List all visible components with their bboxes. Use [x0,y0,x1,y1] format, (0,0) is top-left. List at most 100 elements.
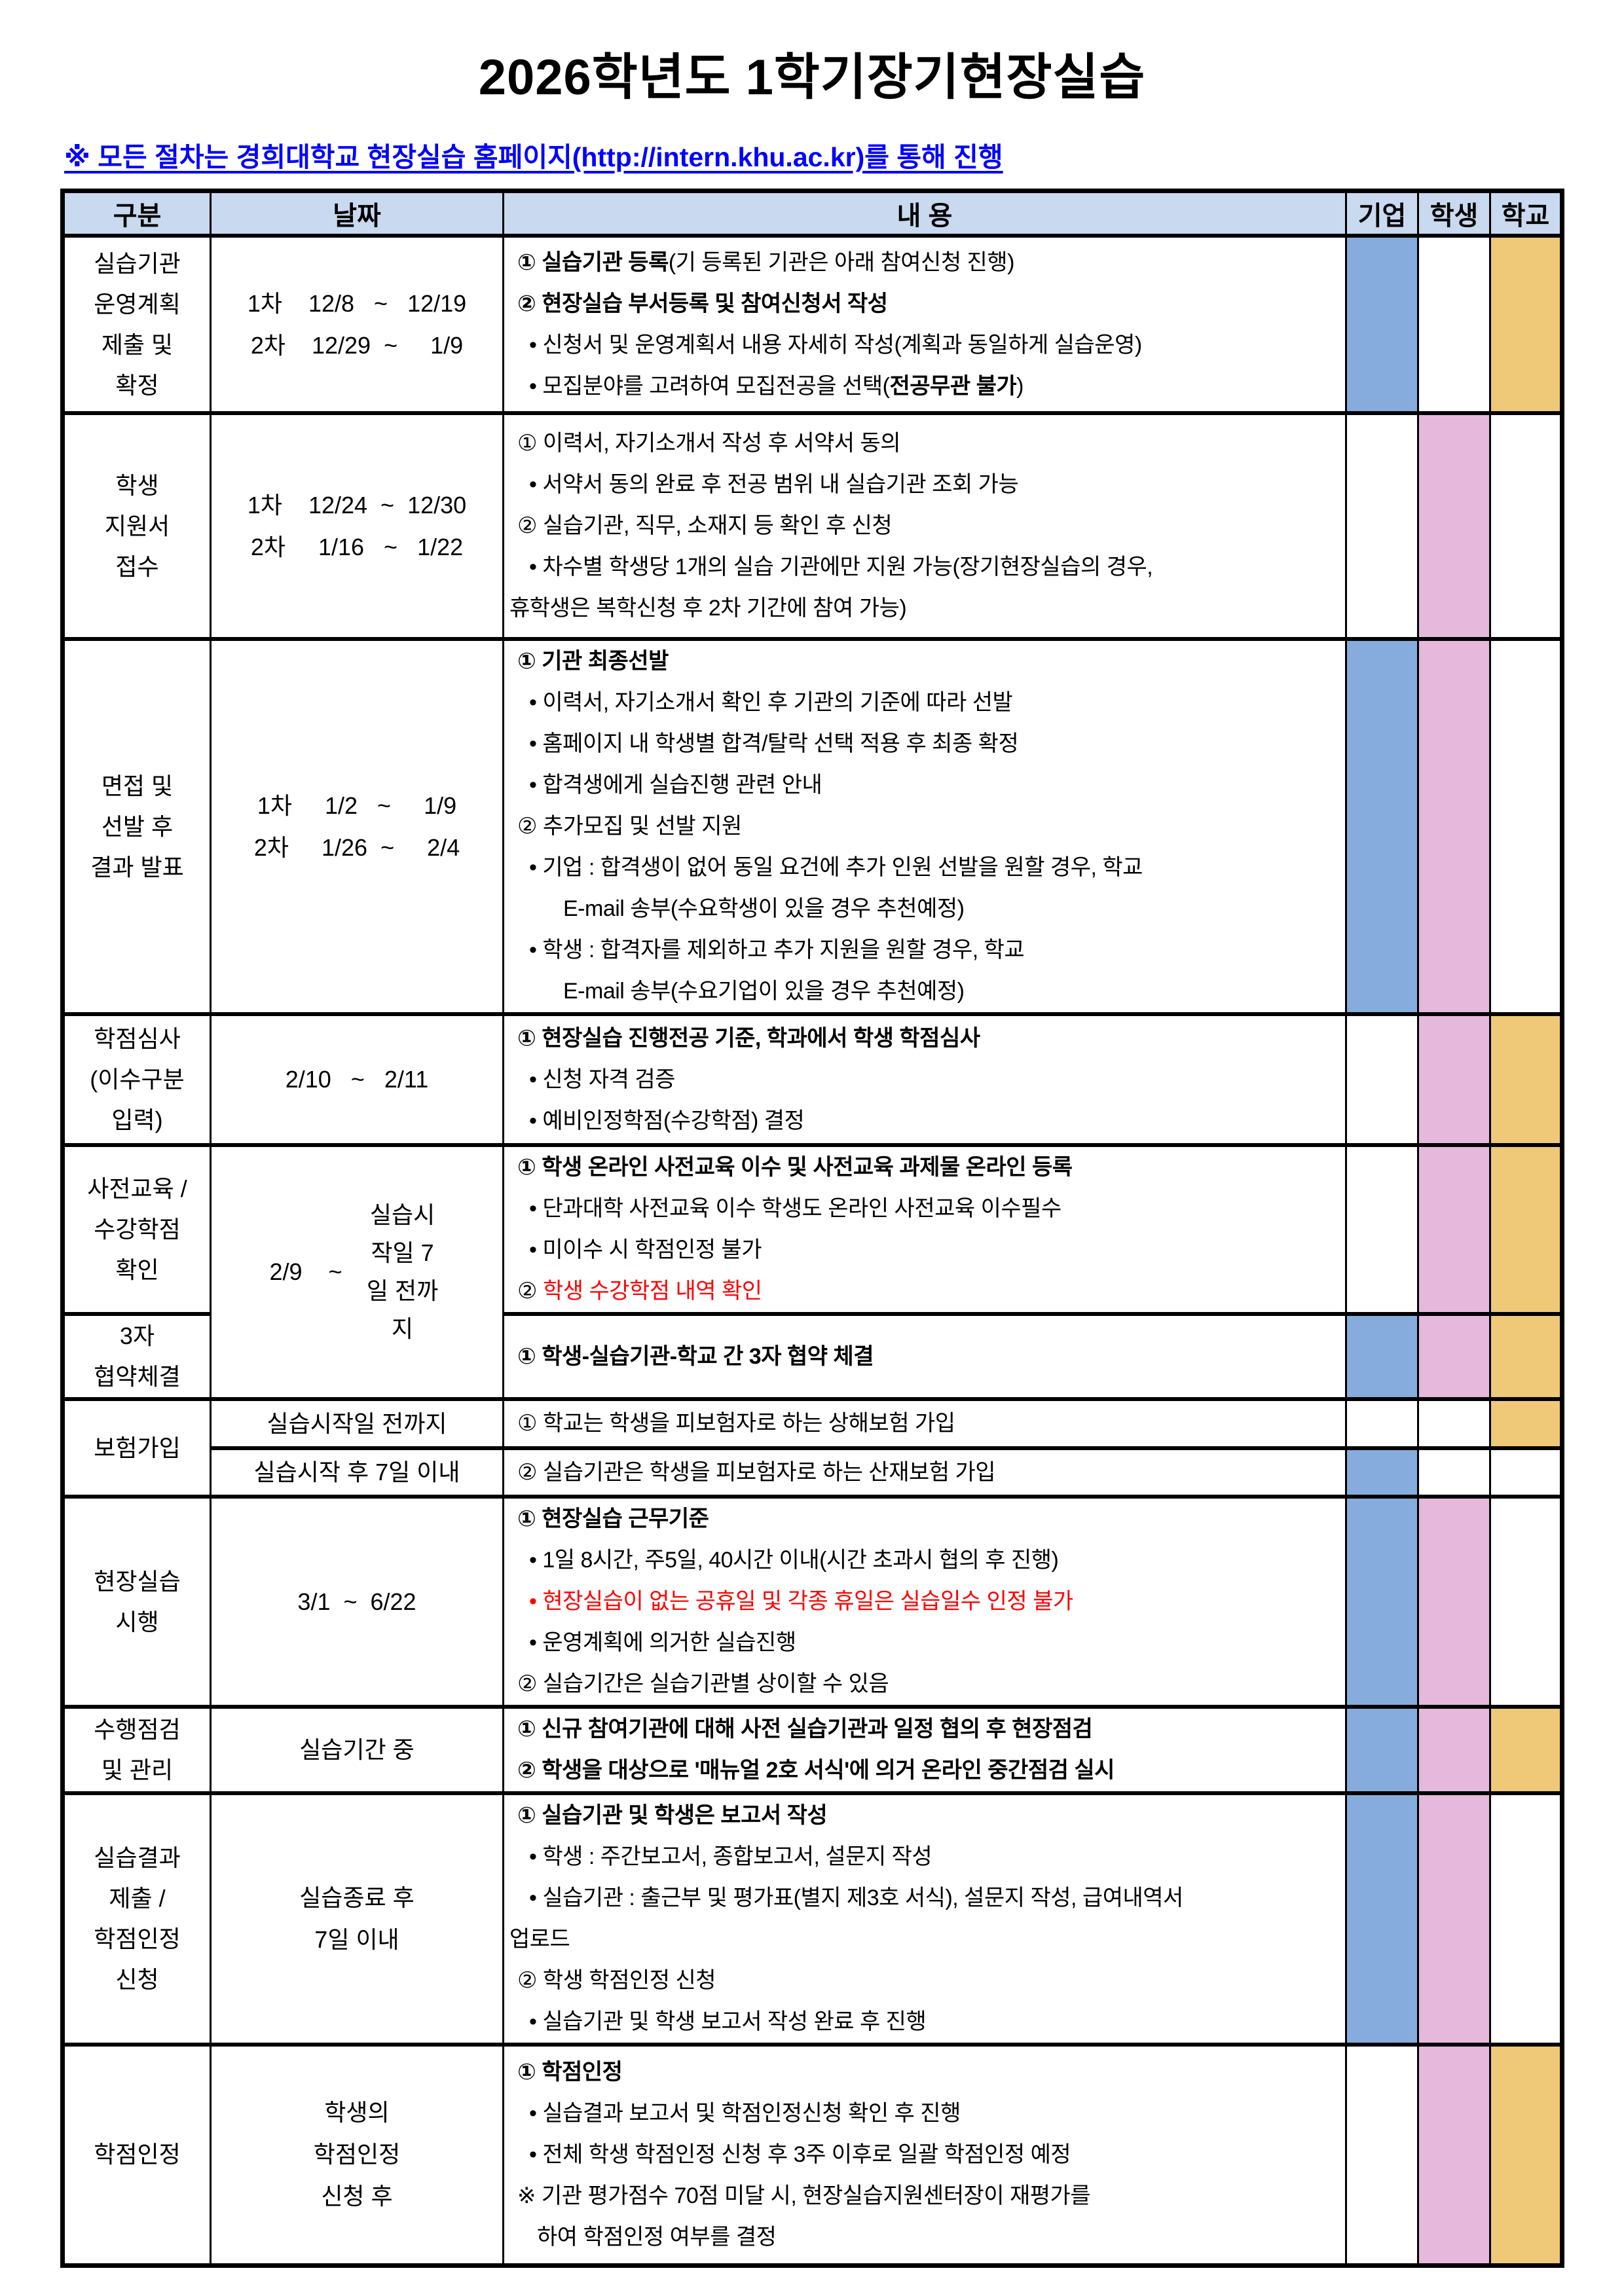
date-start: 2/9 ~ [269,1258,342,1285]
content-cell: ① 실습기관 등록(기 등록된 기관은 아래 참여신청 진행) ② 현장실습 부서… [502,234,1347,415]
content-cell: ② 실습기관은 학생을 피보험자로 하는 산재보험 가입 [502,1446,1347,1499]
content-line: E-mail 송부(수요기업이 있을 경우 추천예정) [563,979,965,1004]
category-cell: 수행점검 및 관리 [62,1705,212,1795]
mark-student-empty [1417,234,1491,415]
content-line: • 현장실습이 없는 공휴일 및 각종 휴일은 실습일수 인정 불가 [529,1589,1073,1614]
content-line: ① 현장실습 근무기준 [517,1506,709,1531]
content-line: • 실습기관 : 출근부 및 평가표(별지 제3호 서식), 설문지 작성, 급… [529,1886,1183,1910]
schedule-table: 구분 날짜 내 용 기업 학생 학교 실습기관 운영계획 제출 및 확정 1차 1… [60,189,1564,2268]
mark-company-empty [1345,411,1419,641]
content-line: • 예비인정학점(수강학점) 결정 [529,1108,805,1133]
mark-school-empty [1489,1446,1563,1499]
content-cell: ① 학생-실습기관-학교 간 3자 협약 체결 [502,1312,1347,1401]
table-row: 면접 및 선발 후 결과 발표 1차 1/2 ~ 1/9 2차 1/26 ~ 2/… [62,637,1563,1016]
mark-company-filled [1345,1495,1419,1709]
mark-school-empty [1489,1791,1563,2047]
mark-company-filled [1345,234,1419,415]
content-line: ② 학생 수강학점 내역 확인 [517,1279,762,1303]
content-cell: ① 현장실습 진행전공 기준, 학과에서 학생 학점심사 • 신청 자격 검증 • … [502,1012,1347,1147]
mark-student-filled [1417,411,1491,641]
content-line: 휴학생은 복학신청 후 2차 기간에 참여 가능) [509,596,907,621]
content-cell: ① 이력서, 자기소개서 작성 후 서약서 동의 • 서약서 동의 완료 후 전공… [502,411,1347,641]
content-line: E-mail 송부(수요학생이 있을 경우 추천예정) [563,896,965,921]
mark-student-empty [1417,1446,1491,1499]
content-line: ① 신규 참여기관에 대해 사전 실습기관과 일정 협의 후 현장점검 [517,1717,1093,1741]
mark-student-filled [1417,1012,1491,1147]
content-line: ② 추가모집 및 선발 지원 [517,814,742,839]
mark-student-filled [1417,1312,1491,1401]
content-line: ① 현장실습 진행전공 기준, 학과에서 학생 학점심사 [517,1025,980,1051]
content-line: ② 학생을 대상으로 '매뉴얼 2호 서식'에 의거 온라인 중간점검 실시 [517,1758,1115,1783]
date-cell: 학생의 학점인정 신청 후 [210,2043,504,2267]
content-cell: ① 실습기관 및 학생은 보고서 작성 • 학생 : 주간보고서, 종합보고서, … [502,1791,1347,2047]
content-line: ① 학교는 학생을 피보험자로 하는 상해보험 가입 [517,1411,955,1436]
mark-student-filled [1417,1143,1491,1316]
mark-school-filled [1489,234,1563,415]
content-cell: ① 기관 최종선발 • 이력서, 자기소개서 확인 후 기관의 기준에 따라 선발… [502,637,1347,1016]
mark-school-empty [1489,1495,1563,1709]
header-cell-content: 내 용 [502,189,1347,238]
date-cell: 2/10 ~ 2/11 [210,1012,504,1147]
content-line: • 기업 : 합격생이 없어 동일 요건에 추가 인원 선발을 원할 경우, 학… [529,855,1143,880]
mark-school-empty [1489,411,1563,641]
mark-student-filled [1417,1495,1491,1709]
content-line: • 홈페이지 내 학생별 합격/탈락 선택 적용 후 최종 확정 [529,731,1019,756]
date-cell: 실습종료 후 7일 이내 [210,1791,504,2047]
content-cell: ① 학교는 학생을 피보험자로 하는 상해보험 가입 [502,1397,1347,1450]
header-cell-company: 기업 [1345,189,1419,238]
mark-student-filled [1417,1705,1491,1795]
table-row: 3자 협약체결 ① 학생-실습기관-학교 간 3자 협약 체결 [62,1312,1563,1401]
table-row: 학점심사 (이수구분 입력) 2/10 ~ 2/11 ① 현장실습 진행전공 기준,… [62,1012,1563,1147]
content-cell: ① 학생 온라인 사전교육 이수 및 사전교육 과제물 온라인 등록 • 단과대학… [502,1143,1347,1316]
content-line: ① 학생-실습기관-학교 간 3자 협약 체결 [517,1343,874,1369]
content-line: ② 현장실습 부서등록 및 참여신청서 작성 [517,291,888,316]
table-row: 현장실습 시행 3/1 ~ 6/22 ① 현장실습 근무기준 • 1일 8시간, 주5… [62,1495,1563,1709]
content-line: • 서약서 동의 완료 후 전공 범위 내 실습기관 조회 가능 [529,472,1019,497]
page-title: 2026학년도 1학기장기현장실습 [478,50,1146,105]
table-row: 보험가입 실습시작일 전까지 ① 학교는 학생을 피보험자로 하는 상해보험 가입 [62,1397,1563,1499]
table-row: 학생 지원서 접수 1차 12/24 ~ 12/30 2차 1/16 ~ 1/22… [62,411,1563,641]
mark-school-filled [1489,1143,1563,1316]
content-line: • 합격생에게 실습진행 관련 안내 [529,773,822,797]
mark-school-filled [1489,1397,1563,1450]
content-line: ② 실습기관, 직무, 소재지 등 확인 후 신청 [517,513,893,538]
date-cell: 1차 1/2 ~ 1/9 2차 1/26 ~ 2/4 [210,637,504,1016]
mark-student-empty [1417,1397,1491,1450]
content-line: ① 학생 온라인 사전교육 이수 및 사전교육 과제물 온라인 등록 [517,1155,1073,1180]
category-cell: 3자 협약체결 [62,1312,212,1401]
category-cell: 학생 지원서 접수 [62,411,212,641]
content-line: ① 실습기관 등록(기 등록된 기관은 아래 참여신청 진행) [517,249,1014,275]
mark-student-filled [1417,2043,1491,2267]
content-line: 업로드 [509,1927,570,1952]
table-row: 사전교육 / 수강학점 확인 2/9 ~ 실습시작일 7일 전까지 ① 학생 온라인 … [62,1143,1563,1401]
content-line: ※ 기관 평가점수 70점 미달 시, 현장실습지원센터장이 재평가를 [517,2183,1091,2208]
content-line: 하여 학점인정 여부를 결정 [537,2224,777,2250]
intern-homepage-link[interactable]: ※ 모든 절차는 경희대학교 현장실습 홈페이지(http://intern.k… [64,142,1003,172]
header-row: 구분 날짜 내 용 기업 학생 학교 [62,189,1563,238]
table-row: 실습시작 후 7일 이내 ② 실습기관은 학생을 피보험자로 하는 산재보험 가입 [63,1446,1563,1499]
category-cell: 실습기관 운영계획 제출 및 확정 [62,234,212,415]
content-line: • 학생 : 주간보고서, 종합보고서, 설문지 작성 [529,1844,932,1869]
date-cell: 2/9 ~ 실습시작일 7일 전까지 [210,1143,504,1401]
content-line: ① 학점인정 [517,2059,623,2085]
mark-company-filled [1345,637,1419,1016]
mark-company-empty [1345,1012,1419,1147]
content-line: • 신청 자격 검증 [529,1066,675,1092]
date-cell: 실습시작 후 7일 이내 [210,1446,504,1499]
content-cell: ① 신규 참여기관에 대해 사전 실습기관과 일정 협의 후 현장점검 ② 학생을… [502,1705,1347,1795]
content-line: ① 실습기관 및 학생은 보고서 작성 [517,1803,828,1828]
mark-company-filled [1345,1791,1419,2047]
content-line: ② 실습기간은 실습기관별 상이할 수 있음 [517,1671,889,1696]
content-line: • 전체 학생 학점인정 신청 후 3주 이후로 일괄 학점인정 예정 [529,2141,1071,2167]
content-line: ② 실습기관은 학생을 피보험자로 하는 산재보험 가입 [517,1459,996,1485]
header-cell-student: 학생 [1417,189,1491,238]
content-line: ② 학생 학점인정 신청 [517,1968,716,1993]
content-cell: ① 학점인정 • 실습결과 보고서 및 학점인정신청 확인 후 진행 • 전체 학생… [502,2043,1347,2267]
content-line: ① 기관 최종선발 [517,649,669,674]
content-line: ① 이력서, 자기소개서 작성 후 서약서 동의 [517,431,901,456]
header-cell-date: 날짜 [210,189,504,238]
category-cell: 학점심사 (이수구분 입력) [62,1012,212,1147]
mark-company-filled [1345,1705,1419,1795]
category-cell: 실습결과 제출 / 학점인정 신청 [62,1791,212,2047]
